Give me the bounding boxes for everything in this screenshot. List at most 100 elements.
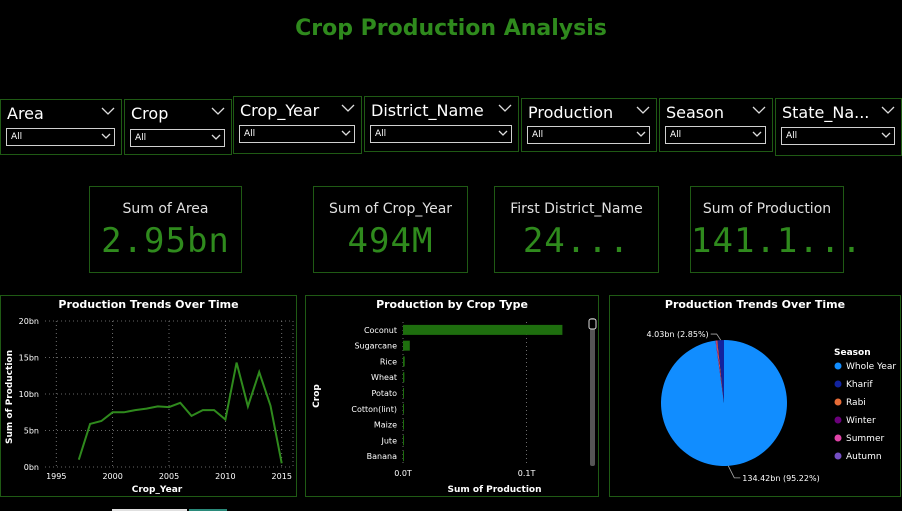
slicer-label: State_Na... <box>782 103 870 122</box>
line-chart: 0bn 5bn 10bn 15bn 20bn 1995 2000 2005 2010 2015 Cr… <box>5 317 294 495</box>
legend-item[interactable]: Autumn <box>846 452 882 462</box>
dropdown-arrow-icon <box>636 131 646 137</box>
bar-cotton-lint-[interactable] <box>403 403 404 414</box>
scrollbar-track[interactable] <box>590 318 595 466</box>
slice-whole-year[interactable] <box>661 340 787 466</box>
category-label: Banana <box>367 452 397 461</box>
slice-kharif[interactable] <box>717 340 724 403</box>
pie-chart-panel[interactable]: Production Trends Over Time 134.42bn (95… <box>609 295 901 497</box>
y-tick-label: 5bn <box>24 427 39 436</box>
chevron-down-icon[interactable] <box>752 105 766 115</box>
legend-marker <box>834 398 842 406</box>
bar-chart-panel[interactable]: Production by Crop Type 0.0T 0.1T Coconut S… <box>305 295 599 497</box>
chevron-down-icon[interactable] <box>211 106 225 116</box>
legend-title: Season <box>834 348 871 358</box>
legend-item[interactable]: Kharif <box>846 380 873 390</box>
bar-jute[interactable] <box>403 435 404 446</box>
slicer-4[interactable]: District_Name All <box>364 96 519 152</box>
kpi-value: 141.1... <box>691 221 863 261</box>
production-line[interactable] <box>77 362 283 464</box>
bar-banana[interactable] <box>403 451 404 462</box>
slice-summer[interactable] <box>715 340 724 403</box>
slicer-dropdown[interactable]: All <box>6 128 115 146</box>
slicer-dropdown[interactable]: All <box>130 129 225 147</box>
slicer-value: All <box>135 133 147 143</box>
x-axis-title: Sum of Production <box>447 485 541 495</box>
scrollbar-thumb[interactable] <box>588 318 597 330</box>
legend-marker <box>834 380 842 388</box>
bar-potato[interactable] <box>403 388 404 398</box>
slice-rabi[interactable] <box>716 340 724 403</box>
kpi-card-3[interactable]: First District_Name 24... <box>494 186 659 273</box>
bar-wheat[interactable] <box>403 372 405 383</box>
bar-chart: 0.0T 0.1T Coconut Sugarcane Rice Wheat Potato C… <box>312 318 597 495</box>
slicer-value: All <box>244 129 256 139</box>
slicer-dropdown[interactable]: All <box>370 125 512 143</box>
slicer-3[interactable]: Crop_Year All <box>233 96 362 154</box>
slicer-label: Crop_Year <box>240 101 320 120</box>
slicer-2[interactable]: Crop All <box>124 99 232 155</box>
chevron-down-icon[interactable] <box>101 106 115 116</box>
pie-chart: 134.42bn (95.22%) 4.03bn (2.85%) Season Who… <box>647 330 897 483</box>
bar-rice[interactable] <box>403 356 405 367</box>
chevron-down-icon[interactable] <box>881 105 895 115</box>
legend-item[interactable]: Rabi <box>846 398 866 408</box>
kpi-card-4[interactable]: Sum of Production 141.1... <box>690 186 863 273</box>
kpi-label: Sum of Production <box>702 201 832 217</box>
kpi-card-2[interactable]: Sum of Crop_Year 494M <box>313 186 468 273</box>
slicer-label: District_Name <box>371 101 484 120</box>
bar-coconut[interactable] <box>403 324 563 335</box>
slicer-dropdown[interactable]: All <box>239 125 355 143</box>
chevron-down-icon[interactable] <box>341 103 355 113</box>
slice-autumn[interactable] <box>715 340 724 403</box>
callout-label: 4.03bn (2.85%) <box>647 330 709 339</box>
kpi-label: Sum of Crop_Year <box>328 201 453 217</box>
y-tick-label: 10bn <box>19 390 39 399</box>
category-label: Wheat <box>371 373 397 382</box>
chevron-down-icon[interactable] <box>498 103 512 113</box>
dropdown-arrow-icon <box>341 130 351 136</box>
category-label: Potato <box>371 389 397 398</box>
chevron-down-icon[interactable] <box>636 105 650 115</box>
dropdown-arrow-icon <box>101 133 111 139</box>
x-tick-label: 2000 <box>102 472 122 481</box>
slicer-label: Production <box>528 103 614 122</box>
kpi-card-1[interactable]: Sum of Area 2.95bn <box>89 186 242 273</box>
kpi-value: 2.95bn <box>101 221 230 261</box>
slicer-value: All <box>532 130 544 140</box>
y-axis-title: Sum of Production <box>5 350 15 444</box>
slicer-value: All <box>375 129 387 139</box>
kpi-label: First District_Name <box>510 201 643 217</box>
kpi-label: Sum of Area <box>122 201 209 217</box>
callout-line <box>710 333 722 341</box>
slicer-7[interactable]: State_Na... All <box>775 98 902 156</box>
slice-winter[interactable] <box>716 340 724 403</box>
y-tick-label: 20bn <box>19 317 39 326</box>
slicer-1[interactable]: Area All <box>0 99 122 155</box>
x-tick-label: 0.1T <box>518 469 536 478</box>
slicer-6[interactable]: Season All <box>659 98 773 152</box>
slicer-5[interactable]: Production All <box>521 98 657 152</box>
slicer-label: Area <box>7 104 44 123</box>
legend-item[interactable]: Winter <box>846 416 876 426</box>
slicer-label: Crop <box>131 104 169 123</box>
dropdown-arrow-icon <box>752 131 762 137</box>
legend-item[interactable]: Summer <box>846 434 884 444</box>
slicer-value: All <box>670 130 682 140</box>
page-tab-active[interactable] <box>189 509 227 511</box>
callout-label: 134.42bn (95.22%) <box>742 474 819 483</box>
page-title: Crop Production Analysis <box>295 16 607 41</box>
category-label: Jute <box>381 436 398 445</box>
slicer-dropdown[interactable]: All <box>527 126 650 144</box>
y-axis-title: Crop <box>312 384 322 408</box>
line-chart-panel[interactable]: Production Trends Over Time 0bn 5bn 10bn 15… <box>0 295 297 497</box>
dropdown-arrow-icon <box>498 130 508 136</box>
slicer-dropdown[interactable]: All <box>781 127 895 145</box>
legend-item[interactable]: Whole Year <box>846 362 896 372</box>
bar-maize[interactable] <box>403 419 404 430</box>
legend-marker <box>834 362 842 370</box>
bar-sugarcane[interactable] <box>403 340 410 351</box>
y-tick-label: 15bn <box>19 354 39 363</box>
kpi-value: 24... <box>522 221 631 261</box>
slicer-dropdown[interactable]: All <box>665 126 766 144</box>
